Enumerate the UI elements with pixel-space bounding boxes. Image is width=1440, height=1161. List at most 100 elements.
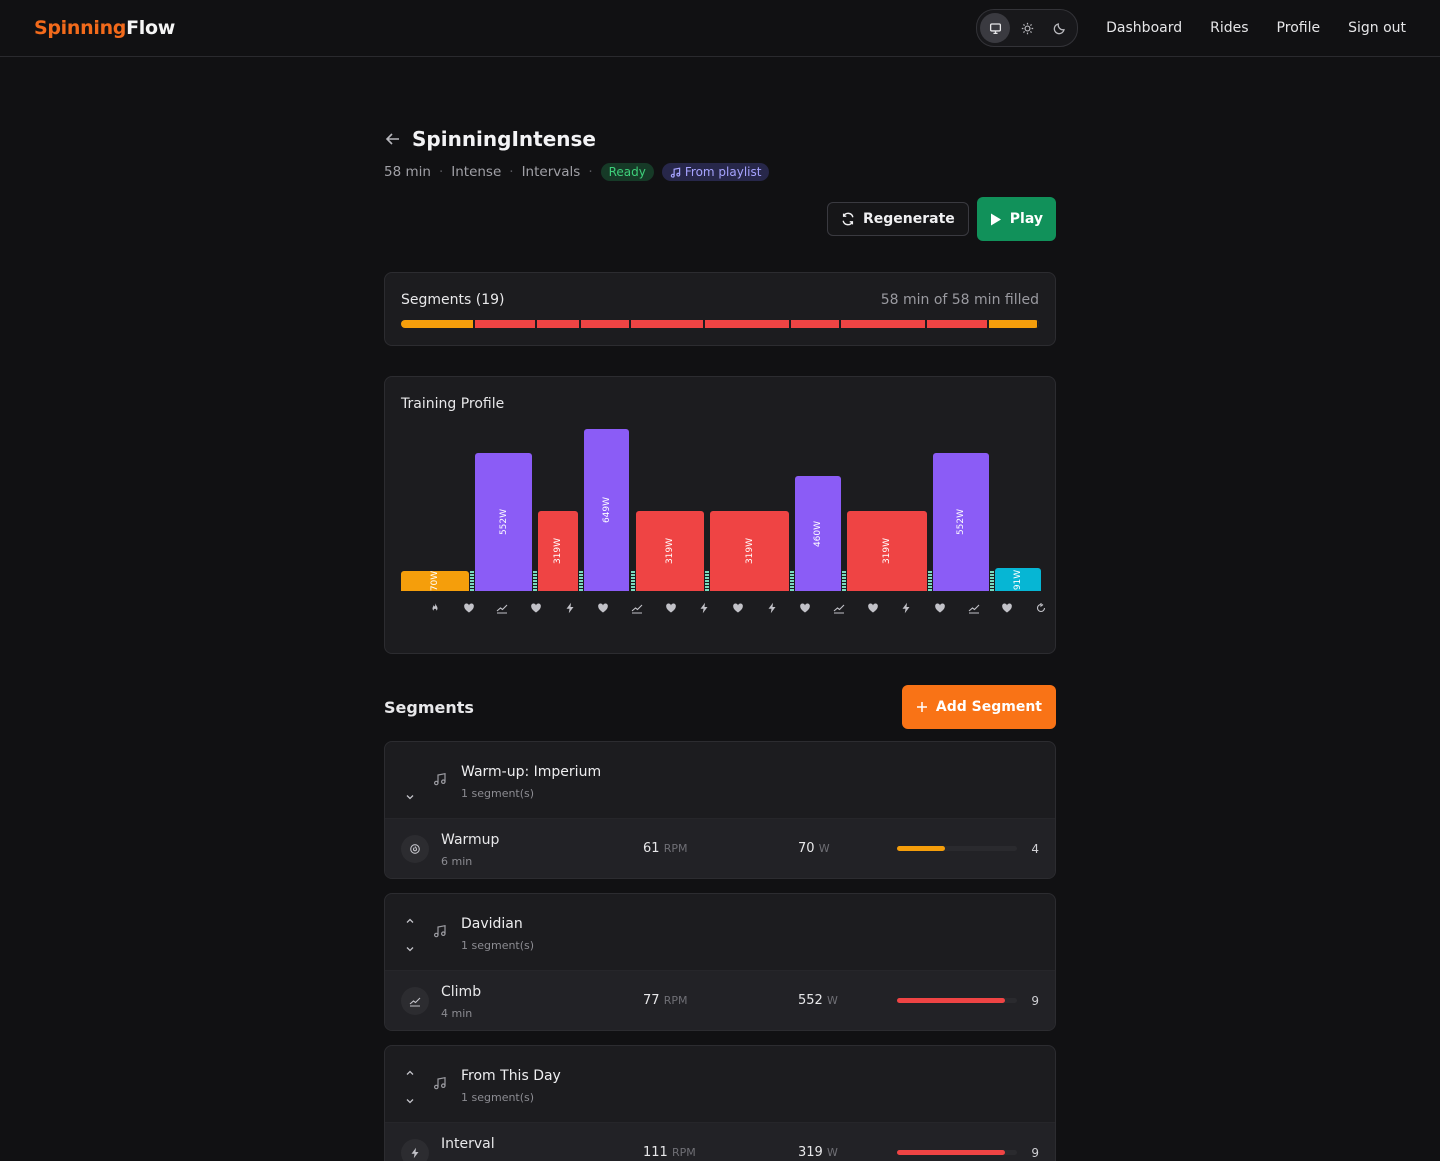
main-nav: Dashboard Rides Profile Sign out — [976, 9, 1406, 47]
chevron-down-icon[interactable] — [405, 790, 415, 806]
ride-meta: 58 min · Intense · Intervals · Ready Fro… — [384, 163, 1056, 181]
segments-heading: Segments — [384, 697, 474, 717]
power-bar-label: 319W — [553, 538, 564, 565]
segment-group-header[interactable]: Davidian 1 segment(s) — [385, 894, 1055, 971]
power-bar-label: 649W — [601, 496, 612, 524]
chevron-down-icon[interactable] — [405, 1094, 415, 1110]
power-bar[interactable]: 319W — [635, 511, 704, 591]
timeline-segment[interactable] — [631, 320, 705, 328]
segment-rpm: 61 RPM — [643, 841, 688, 856]
intensity-track — [897, 998, 1017, 1003]
chevron-down-icon[interactable] — [405, 942, 415, 958]
flame-icon — [428, 601, 442, 615]
summary-row: Segments (19) 58 min of 58 min filled — [401, 292, 1039, 308]
nav-rides[interactable]: Rides — [1210, 20, 1249, 36]
intensity-track — [897, 846, 1017, 851]
music-note-icon — [433, 924, 447, 942]
segment-duration: 3 min — [441, 1159, 472, 1161]
segment-row[interactable]: Warmup 6 min 61 RPM 70 W 4 — [385, 819, 1055, 878]
power-bar[interactable]: 91W — [995, 568, 1041, 591]
ride-actions: Regenerate Play — [384, 197, 1056, 241]
segment-duration: 6 min — [441, 855, 473, 868]
nav-profile[interactable]: Profile — [1276, 20, 1321, 36]
transition-marker — [533, 571, 538, 591]
timeline-segment[interactable] — [581, 320, 631, 328]
timeline-segment[interactable] — [401, 320, 475, 328]
play-label: Play — [1009, 211, 1043, 227]
segment-watts: 552 W — [798, 993, 838, 1008]
power-bar[interactable]: 319W — [846, 511, 927, 591]
music-note-icon — [433, 1076, 447, 1094]
power-bar-label: 319W — [881, 538, 892, 565]
app-logo[interactable]: SpinningFlow — [34, 17, 175, 39]
add-segment-button[interactable]: Add Segment — [901, 685, 1056, 729]
power-bar-label: 91W — [1013, 569, 1024, 590]
segment-name: Climb — [441, 984, 482, 1000]
logo-part-2: Flow — [126, 17, 175, 39]
segment-count: 1 segment(s) — [461, 939, 535, 952]
segment-group-header[interactable]: Warm-up: Imperium 1 segment(s) — [385, 742, 1055, 819]
segment-name: Warmup — [441, 832, 500, 848]
moon-icon[interactable] — [1044, 13, 1074, 43]
timeline-segment[interactable] — [475, 320, 537, 328]
page-title: SpinningIntense — [412, 127, 596, 151]
intensity-level: 9 — [1031, 994, 1039, 1008]
segments-header: Segments Add Segment — [384, 685, 1056, 729]
power-bar-label: 552W — [498, 509, 509, 536]
timeline-segment[interactable] — [841, 320, 927, 328]
timeline-segment[interactable] — [989, 320, 1039, 328]
heart-icon — [462, 601, 476, 615]
bolt-icon — [697, 601, 711, 615]
training-profile-card: Training Profile 70W 552W 319W 649W 319W 319W… — [384, 376, 1056, 654]
transition-marker — [990, 571, 995, 591]
back-arrow-icon[interactable] — [384, 130, 402, 148]
segment-row[interactable]: Interval 3 min 111 RPM 319 W 9 — [385, 1123, 1055, 1161]
nav-dashboard[interactable]: Dashboard — [1106, 20, 1183, 36]
logo-part-1: Spinning — [34, 17, 127, 39]
ride-duration: 58 min — [384, 164, 431, 180]
timeline-segment[interactable] — [927, 320, 989, 328]
segment-count: 1 segment(s) — [461, 787, 535, 800]
sun-icon[interactable] — [1012, 13, 1042, 43]
bolt-icon — [899, 601, 913, 615]
bolt-icon — [401, 1139, 429, 1161]
intensity-track — [897, 1150, 1017, 1155]
power-bar[interactable]: 552W — [475, 453, 533, 591]
timeline-segment[interactable] — [537, 320, 581, 328]
heart-icon — [798, 601, 812, 615]
intensity-fill — [897, 998, 1005, 1003]
climb-icon — [630, 601, 644, 615]
segment-group: Davidian 1 segment(s) Climb 4 min 77 RPM… — [384, 893, 1056, 1031]
nav-sign-out[interactable]: Sign out — [1348, 20, 1406, 36]
monitor-icon[interactable] — [980, 13, 1011, 43]
ride-intensity: Intense — [451, 164, 502, 180]
timeline-segment[interactable] — [705, 320, 791, 328]
segment-group: From This Day 1 segment(s) Interval 3 mi… — [384, 1045, 1056, 1161]
power-bar-label: 70W — [430, 570, 441, 592]
fill-status: 58 min of 58 min filled — [880, 292, 1039, 308]
add-segment-label: Add Segment — [935, 699, 1042, 715]
chevron-up-icon[interactable] — [405, 1066, 415, 1082]
power-bar[interactable]: 319W — [709, 511, 790, 591]
heart-icon — [866, 601, 880, 615]
power-bar[interactable]: 649W — [583, 429, 630, 591]
transition-marker — [790, 571, 795, 591]
segment-group-header[interactable]: From This Day 1 segment(s) — [385, 1046, 1055, 1123]
heart-icon — [933, 601, 947, 615]
reorder-controls — [405, 914, 417, 958]
regenerate-button[interactable]: Regenerate — [827, 202, 969, 236]
ride-detail: SpinningIntense 58 min · Intense · Inter… — [384, 57, 1056, 1161]
power-bar[interactable]: 460W — [795, 476, 841, 591]
segment-timeline-strip[interactable] — [401, 320, 1039, 328]
timeline-segment[interactable] — [791, 320, 841, 328]
segment-rpm: 111 RPM — [643, 1145, 696, 1160]
power-bar-label: 319W — [664, 538, 675, 565]
segment-row[interactable]: Climb 4 min 77 RPM 552 W 9 — [385, 971, 1055, 1030]
bolt-icon — [765, 601, 779, 615]
power-bar[interactable]: 552W — [932, 453, 990, 591]
reorder-controls — [405, 1066, 417, 1110]
power-bar[interactable]: 70W — [401, 570, 470, 592]
power-bar[interactable]: 319W — [538, 511, 578, 591]
play-button[interactable]: Play — [976, 197, 1056, 241]
chevron-up-icon[interactable] — [405, 914, 415, 930]
